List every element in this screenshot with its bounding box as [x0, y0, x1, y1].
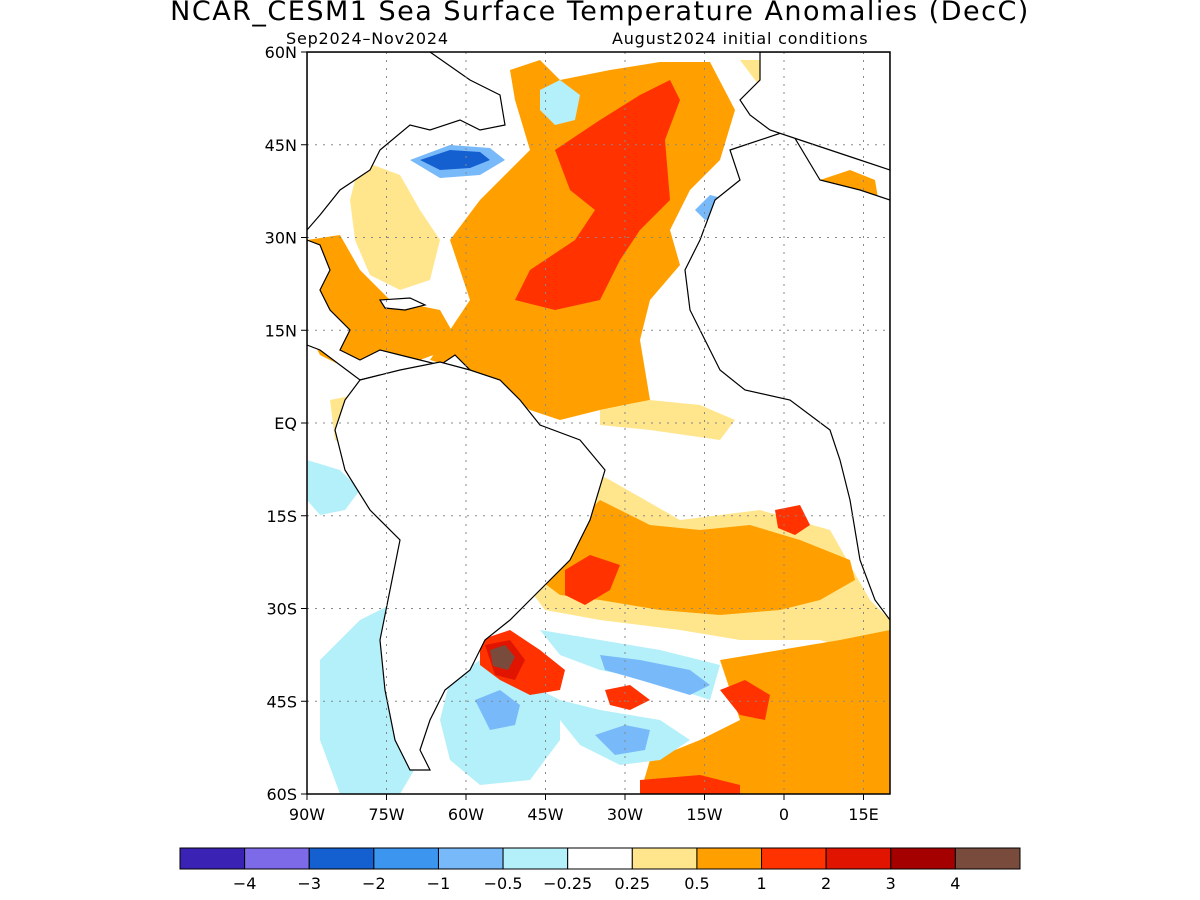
- lat-tick-label: 60N: [265, 43, 297, 62]
- lon-tick-label: 90W: [289, 805, 325, 824]
- lon-tick-label: 15E: [848, 805, 878, 824]
- lat-tick-label: 60S: [266, 785, 297, 804]
- colorbar-swatch: [825, 847, 892, 870]
- colorbar-swatch: [179, 847, 246, 870]
- lon-tick-label: 0: [779, 805, 789, 824]
- lat-tick-label: 45S: [266, 692, 297, 711]
- anomaly-region-south-atlantic-red: [565, 555, 620, 605]
- colorbar-label: −3: [297, 874, 321, 893]
- colorbar-label: −0.5: [484, 874, 523, 893]
- colorbar-label: 1: [756, 874, 766, 893]
- colorbar-label: −2: [362, 874, 386, 893]
- anomaly-region-south-atlantic-orange: [540, 500, 855, 615]
- anomaly-region-se-pacific-cyan: [307, 460, 360, 515]
- colorbar-swatch: [244, 847, 310, 870]
- colorbar-labels: −4 −3 −2 −1 −0.5 −0.25 0.25 0.5 1 2 3 4: [233, 874, 961, 893]
- colorbar-label: −0.25: [543, 874, 592, 893]
- lat-tick-label: 30S: [266, 600, 297, 619]
- colorbar-swatch: [954, 847, 1021, 870]
- colorbar-swatch: [761, 847, 827, 870]
- colorbar-swatch: [890, 847, 956, 870]
- anomaly-region-south-atlantic-blue-2: [595, 725, 650, 755]
- colorbar-label: 4: [950, 874, 960, 893]
- colorbar-label: 3: [886, 874, 896, 893]
- colorbar-swatch: [631, 847, 698, 870]
- colorbar-label: 2: [821, 874, 831, 893]
- lon-tick-label: 75W: [368, 805, 404, 824]
- colorbar-swatch: [567, 847, 633, 870]
- anomaly-region-south-atlantic-blue: [600, 655, 710, 695]
- lat-tick-label: 15S: [266, 507, 297, 526]
- latitude-labels: 60N 45N 30N 15N EQ 15S 30S 45S 60S: [265, 43, 307, 804]
- anomaly-region-west-atlantic-yellow: [350, 160, 440, 290]
- north-america-land: [307, 52, 506, 231]
- colorbar-label: 0.5: [684, 874, 709, 893]
- lat-tick-label: EQ: [274, 414, 297, 433]
- lon-tick-label: 30W: [607, 805, 643, 824]
- colorbar-swatch: [373, 847, 439, 870]
- graticule: [307, 52, 890, 794]
- south-america-land: [334, 361, 606, 771]
- europe-land: [739, 52, 890, 171]
- coastline-layer: [307, 52, 890, 771]
- colorbar-label: −4: [233, 874, 257, 893]
- lon-tick-label: 15W: [686, 805, 722, 824]
- anomaly-region-sw-africa-red: [775, 505, 810, 535]
- lon-tick-label: 60W: [448, 805, 484, 824]
- colorbar-label: 0.25: [614, 874, 650, 893]
- forecast-period-label: Sep2024–Nov2024: [286, 29, 449, 48]
- colorbar: [179, 847, 1021, 870]
- lon-tick-label: 45W: [527, 805, 563, 824]
- anomaly-region-confluence-brown: [490, 645, 515, 670]
- lat-tick-label: 45N: [265, 136, 297, 155]
- map-title: NCAR_CESM1 Sea Surface Temperature Anoma…: [170, 0, 1030, 27]
- colorbar-label: −1: [427, 874, 451, 893]
- anomaly-region-southern-ocean-red-1: [720, 680, 770, 720]
- anomaly-region-new-england-dark-blue: [420, 150, 490, 170]
- africa-land: [684, 129, 890, 621]
- anomaly-region-north-atlantic-red: [515, 80, 680, 310]
- longitude-labels: 90W 75W 60W 45W 30W 15W 0 15E: [289, 794, 879, 824]
- anomaly-region-labrador-cyan: [540, 80, 580, 125]
- colorbar-swatch: [696, 847, 763, 870]
- lat-tick-label: 30N: [265, 229, 297, 248]
- anomaly-region-southern-ocean-red-2: [605, 685, 650, 710]
- anomaly-region-patagonia-shelf-blue: [475, 690, 520, 730]
- colorbar-swatch: [502, 847, 569, 870]
- colorbar-swatch: [308, 847, 375, 870]
- colorbar-swatch: [437, 847, 504, 870]
- anomaly-region-southern-ocean-red-3: [640, 775, 740, 794]
- lat-tick-label: 15N: [265, 321, 297, 340]
- initial-conditions-label: August2024 initial conditions: [612, 29, 869, 48]
- cuba-island: [378, 297, 427, 311]
- anomaly-region-north-atlantic-yellow: [600, 400, 735, 440]
